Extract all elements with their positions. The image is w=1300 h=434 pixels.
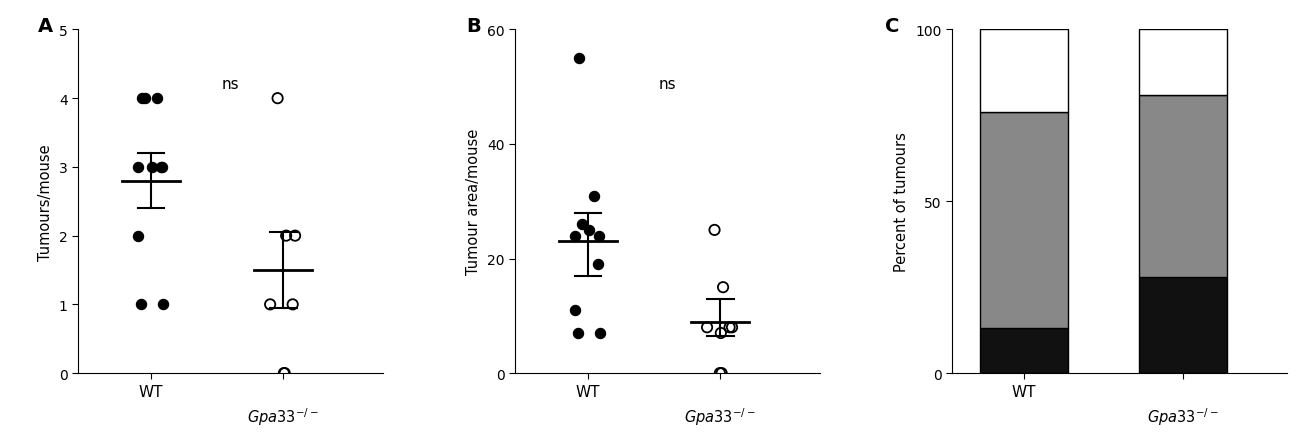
Point: [152, 164, 173, 171]
Point: [142, 164, 162, 171]
Point: [151, 164, 172, 171]
Text: $Gpa33^{-/-}$: $Gpa33^{-/-}$: [684, 406, 757, 427]
Text: C: C: [885, 16, 900, 36]
Point: [589, 233, 610, 240]
Point: [273, 370, 294, 377]
Point: [129, 233, 150, 240]
Point: [722, 324, 742, 331]
Text: ns: ns: [659, 77, 676, 92]
Point: [147, 95, 168, 102]
Text: $Gpa33^{-/-}$: $Gpa33^{-/-}$: [1148, 406, 1219, 427]
Bar: [980, 113, 1067, 329]
Point: [131, 95, 152, 102]
Text: B: B: [467, 16, 481, 36]
Point: [152, 301, 173, 308]
Point: [134, 95, 155, 102]
Text: A: A: [39, 16, 53, 36]
Point: [705, 227, 725, 234]
Point: [588, 261, 608, 268]
Point: [568, 330, 589, 337]
Y-axis label: Tumour area/mouse: Tumour area/mouse: [467, 129, 481, 275]
Text: $Gpa33^{-/-}$: $Gpa33^{-/-}$: [247, 406, 320, 427]
Point: [282, 301, 303, 308]
Point: [710, 370, 731, 377]
Y-axis label: Tumours/mouse: Tumours/mouse: [38, 144, 53, 260]
Point: [260, 301, 281, 308]
Text: ns: ns: [221, 77, 239, 92]
Y-axis label: Percent of tumours: Percent of tumours: [894, 132, 910, 272]
Point: [568, 56, 589, 62]
Point: [571, 221, 592, 228]
Point: [697, 324, 718, 331]
Bar: [980, 30, 1067, 113]
Point: [710, 330, 731, 337]
Bar: [1139, 95, 1227, 277]
Point: [566, 307, 586, 314]
Bar: [1139, 30, 1227, 95]
Point: [127, 164, 148, 171]
Point: [711, 370, 732, 377]
Bar: [980, 329, 1067, 373]
Point: [131, 301, 152, 308]
Bar: [1139, 277, 1227, 373]
Point: [276, 233, 296, 240]
Point: [589, 330, 610, 337]
Point: [719, 324, 740, 331]
Point: [268, 95, 289, 102]
Point: [274, 370, 295, 377]
Point: [285, 233, 306, 240]
Point: [578, 227, 599, 234]
Point: [564, 233, 585, 240]
Point: [712, 284, 733, 291]
Point: [584, 193, 605, 200]
